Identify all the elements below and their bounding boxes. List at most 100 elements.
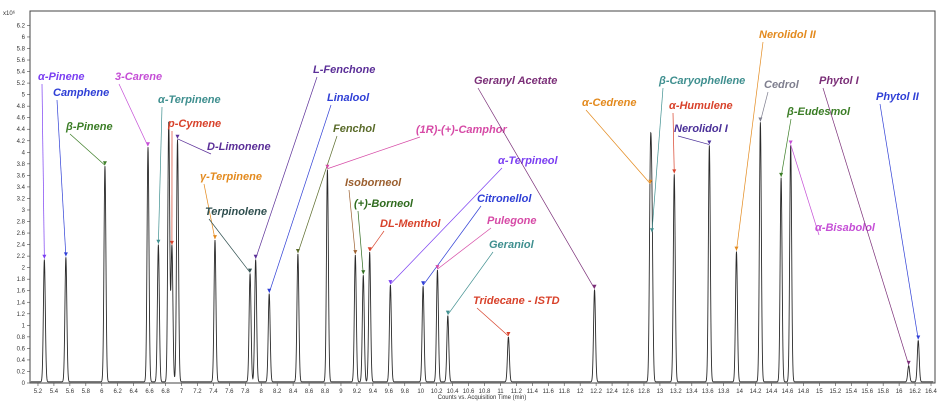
y-tick-label: 4	[22, 150, 26, 156]
peak-label: L-Fenchone	[313, 64, 375, 76]
y-tick-label: 4.2	[17, 139, 26, 145]
peak-label: α-Terpineol	[498, 155, 559, 167]
peak-label: γ-Terpinene	[200, 171, 262, 183]
annotation-leader-line	[177, 138, 212, 155]
annotation-arrowhead	[788, 140, 793, 145]
annotation-arrowhead	[421, 281, 426, 286]
annotation-leader-line	[369, 230, 385, 252]
x-tick-label: 12.8	[638, 389, 650, 395]
x-tick-label: 8.4	[289, 389, 298, 395]
annotation-leader-line	[158, 106, 163, 244]
x-tick-label: 8.6	[305, 389, 314, 395]
annotation-arrowhead	[212, 235, 217, 240]
annotation-arrowhead	[648, 179, 653, 184]
peak-label: Phytol II	[876, 91, 920, 103]
chromatogram-trace	[30, 121, 934, 383]
peak-label: Isoborneol	[345, 177, 402, 189]
y-tick-label: 3.2	[17, 196, 26, 202]
y-tick-label: 0.8	[17, 335, 26, 341]
annotation-arrowhead	[63, 252, 68, 257]
x-tick-label: 10.6	[463, 389, 475, 395]
annotation-arrowhead	[253, 254, 258, 259]
x-tick-label: 6.4	[129, 389, 138, 395]
annotation-leader-line	[790, 144, 820, 236]
x-tick-label: 12	[577, 389, 584, 395]
y-tick-label: 1.2	[17, 312, 26, 318]
x-tick-label: 7	[180, 389, 184, 395]
y-tick-label: 6	[22, 35, 26, 41]
y-tick-label: 0.6	[17, 346, 26, 352]
y-tick-label: 2	[22, 266, 26, 272]
x-axis: 5.2 5.4 5.6 5.8 6 6.2 6.4 6.6 6.8 7 7.2 7.4 7.6 7.8 8 8…	[34, 383, 938, 395]
x-tick-label: 10.2	[431, 389, 443, 395]
x-tick-label: 14.4	[766, 389, 778, 395]
x-tick-label: 7.4	[209, 389, 218, 395]
annotation-leader-line	[677, 135, 710, 145]
annotation-leader-line	[357, 210, 364, 275]
annotation-leader-line	[437, 227, 492, 270]
annotation-arrowhead	[325, 164, 330, 169]
annotation-leader-line	[672, 112, 675, 174]
y-tick-label: 6.2	[17, 23, 26, 29]
peak-label: Pulegone	[487, 215, 537, 227]
annotation-leader-line	[585, 109, 651, 184]
annotation-leader-line	[268, 104, 332, 293]
annotation-arrowhead	[42, 254, 47, 259]
annotation-leader-line	[447, 251, 494, 315]
annotation-arrowhead	[353, 250, 358, 255]
y-axis: 0 0.2 0.4 0.6 0.8 1 1.2 1.4 1.6 1.8 2 2.2 2.4 2.6 2.8 3…	[17, 23, 30, 387]
peak-label: (1R)-(+)-Camphor	[416, 124, 507, 136]
annotation-arrowhead	[175, 134, 180, 139]
annotation-arrowhead	[734, 246, 739, 251]
x-tick-label: 15	[816, 389, 823, 395]
y-tick-label: 3.4	[17, 185, 26, 191]
annotation-leader-line	[736, 41, 764, 251]
annotation-arrowhead	[267, 288, 272, 293]
peak-label: Phytol I	[819, 75, 860, 87]
annotation-arrowhead	[388, 280, 393, 285]
annotation-leader-line	[822, 87, 910, 365]
annotation-arrowhead	[779, 172, 784, 177]
x-tick-label: 10	[417, 389, 424, 395]
x-tick-label: 11.2	[511, 389, 523, 395]
x-tick-label: 8.2	[273, 389, 282, 395]
annotation-arrowhead	[435, 265, 440, 270]
peak-label: α-Pinene	[38, 71, 85, 83]
annotation-arrowhead	[916, 335, 921, 340]
peak-label: (+)-Borneol	[354, 198, 414, 210]
x-tick-label: 6.8	[161, 389, 170, 395]
annotation-leader-line	[780, 118, 792, 177]
y-tick-label: 0.4	[17, 358, 26, 364]
peak-label: α-Humulene	[669, 100, 733, 112]
peak-label: Terpinolene	[205, 206, 267, 218]
x-tick-label: 12.6	[622, 389, 634, 395]
peak-label: Tridecane - ISTD	[473, 295, 560, 307]
peak-label: α-Cedrene	[582, 97, 637, 109]
annotation-leader-line	[255, 76, 318, 259]
y-tick-label: 5	[22, 93, 26, 99]
y-tick-label: 4.8	[17, 104, 26, 110]
annotation-arrowhead	[672, 169, 677, 174]
annotation-arrowhead	[169, 240, 174, 245]
x-tick-label: 16.2	[909, 389, 921, 395]
x-tick-label: 8.8	[321, 389, 330, 395]
x-tick-label: 9.8	[401, 389, 410, 395]
annotation-leader-line	[41, 83, 45, 259]
y-tick-label: 2.4	[17, 243, 26, 249]
y-tick-label: 2.6	[17, 231, 26, 237]
x-tick-label: 13.8	[718, 389, 730, 395]
y-tick-label: 5.4	[17, 70, 26, 76]
peak-label: Cedrol	[764, 79, 800, 91]
annotation-leader-line	[348, 189, 356, 255]
annotation-arrowhead	[367, 247, 372, 252]
annotation-leader-line	[390, 167, 503, 285]
y-tick-label: 1.6	[17, 289, 26, 295]
x-tick-label: 6	[100, 389, 104, 395]
x-axis-title: Counts vs. Acquisition Time (min)	[438, 395, 527, 401]
peak-label: β-Caryophellene	[658, 75, 745, 87]
y-tick-label: 0	[22, 381, 26, 387]
y-tick-label: 1.4	[17, 300, 26, 306]
x-tick-label: 9.4	[369, 389, 378, 395]
x-tick-label: 6.2	[114, 389, 123, 395]
